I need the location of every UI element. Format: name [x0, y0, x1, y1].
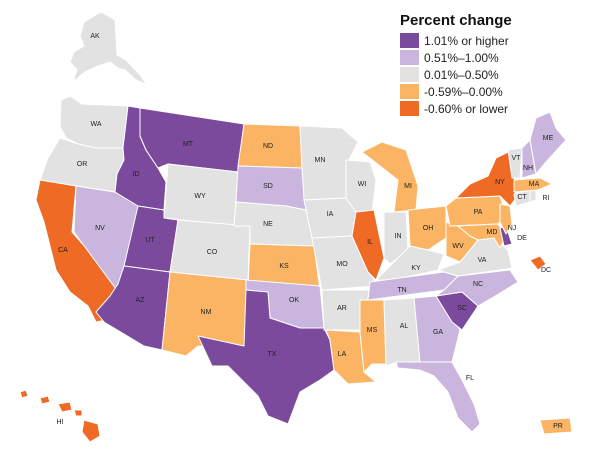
state-NC	[435, 269, 519, 307]
legend-item: -0.59%–0.00%	[400, 83, 595, 100]
legend-swatch	[400, 50, 419, 65]
state-FL	[395, 361, 481, 433]
state-label-VT: VT	[512, 155, 522, 162]
state-label-CO: CO	[207, 249, 218, 256]
state-label-AK: AK	[90, 33, 100, 40]
state-label-ID: ID	[133, 171, 140, 178]
state-label-AZ: AZ	[136, 297, 146, 304]
legend-swatch	[400, 67, 419, 82]
state-label-SD: SD	[263, 183, 273, 190]
state-VT	[507, 147, 523, 179]
legend-label: 0.51%–1.00%	[424, 50, 499, 65]
legend-item: 1.01% or higher	[400, 32, 595, 49]
legend-item: 0.01%–0.50%	[400, 66, 595, 83]
state-AK	[69, 11, 148, 86]
state-label-MD: MD	[487, 229, 498, 236]
state-MS	[359, 299, 387, 373]
legend-swatch	[400, 101, 419, 116]
state-ME	[529, 111, 567, 175]
state-label-NM: NM	[201, 309, 212, 316]
state-label-OK: OK	[289, 297, 299, 304]
state-label-PA: PA	[474, 209, 483, 216]
state-label-IA: IA	[327, 211, 334, 218]
state-label-KY: KY	[411, 265, 421, 272]
state-label-MI: MI	[404, 183, 412, 190]
state-PR	[539, 417, 573, 435]
state-OH	[407, 205, 447, 251]
state-label-DC: DC	[541, 267, 551, 274]
state-MI	[361, 141, 419, 213]
state-label-WA: WA	[90, 121, 101, 128]
state-label-CT: CT	[517, 194, 527, 201]
state-NJ	[499, 203, 513, 235]
state-label-GA: GA	[433, 329, 443, 336]
state-label-IN: IN	[395, 233, 402, 240]
state-label-MA: MA	[529, 181, 540, 188]
state-label-IL: IL	[367, 239, 373, 246]
state-label-TN: TN	[397, 287, 406, 294]
state-label-HI: HI	[57, 419, 64, 426]
state-label-MT: MT	[183, 141, 194, 148]
state-TX	[197, 289, 335, 425]
legend-label: -0.59%–0.00%	[424, 84, 503, 99]
state-MA	[513, 177, 553, 193]
state-CA	[35, 179, 131, 323]
state-label-OR: OR	[77, 161, 88, 168]
legend-label: 0.01%–0.50%	[424, 67, 499, 82]
state-label-DE: DE	[517, 235, 527, 242]
legend-label: -0.60% or lower	[424, 101, 509, 116]
legend-swatch	[400, 33, 419, 48]
legend-item: 0.51%–1.00%	[400, 49, 595, 66]
state-RI	[529, 189, 537, 203]
state-label-VA: VA	[478, 257, 487, 264]
state-label-WY: WY	[194, 193, 206, 200]
state-label-NV: NV	[95, 225, 105, 232]
state-label-LA: LA	[338, 351, 347, 358]
legend-swatch	[400, 84, 419, 99]
state-GA	[413, 295, 461, 363]
state-label-CA: CA	[58, 247, 68, 254]
state-label-MN: MN	[315, 157, 326, 164]
state-label-WV: WV	[452, 243, 464, 250]
state-label-NY: NY	[495, 179, 505, 186]
state-label-MS: MS	[367, 327, 378, 334]
state-label-NH: NH	[523, 165, 533, 172]
state-label-OH: OH	[423, 225, 434, 232]
state-label-AL: AL	[400, 323, 409, 330]
state-label-NC: NC	[473, 281, 483, 288]
state-label-RI: RI	[543, 195, 550, 202]
state-label-PR: PR	[553, 423, 563, 430]
state-label-FL: FL	[466, 375, 474, 382]
state-label-ND: ND	[263, 143, 273, 150]
state-label-MO: MO	[336, 261, 348, 268]
legend-label: 1.01% or higher	[424, 33, 509, 48]
state-HI	[19, 389, 101, 443]
state-label-TX: TX	[268, 351, 277, 358]
state-label-ME: ME	[543, 135, 554, 142]
state-label-UT: UT	[145, 237, 155, 244]
state-label-NJ: NJ	[508, 225, 517, 232]
state-IA	[303, 197, 357, 239]
state-MD	[457, 223, 507, 249]
state-label-AR: AR	[337, 305, 347, 312]
legend-title: Percent change	[400, 12, 512, 29]
state-label-KS: KS	[279, 263, 289, 270]
legend: Percent change 1.01% or higher 0.51%–1.0…	[400, 12, 595, 117]
state-label-SC: SC	[457, 305, 467, 312]
legend-item: -0.60% or lower	[400, 100, 595, 117]
state-label-WI: WI	[358, 181, 367, 188]
state-label-NE: NE	[263, 221, 273, 228]
state-DC	[529, 255, 547, 271]
